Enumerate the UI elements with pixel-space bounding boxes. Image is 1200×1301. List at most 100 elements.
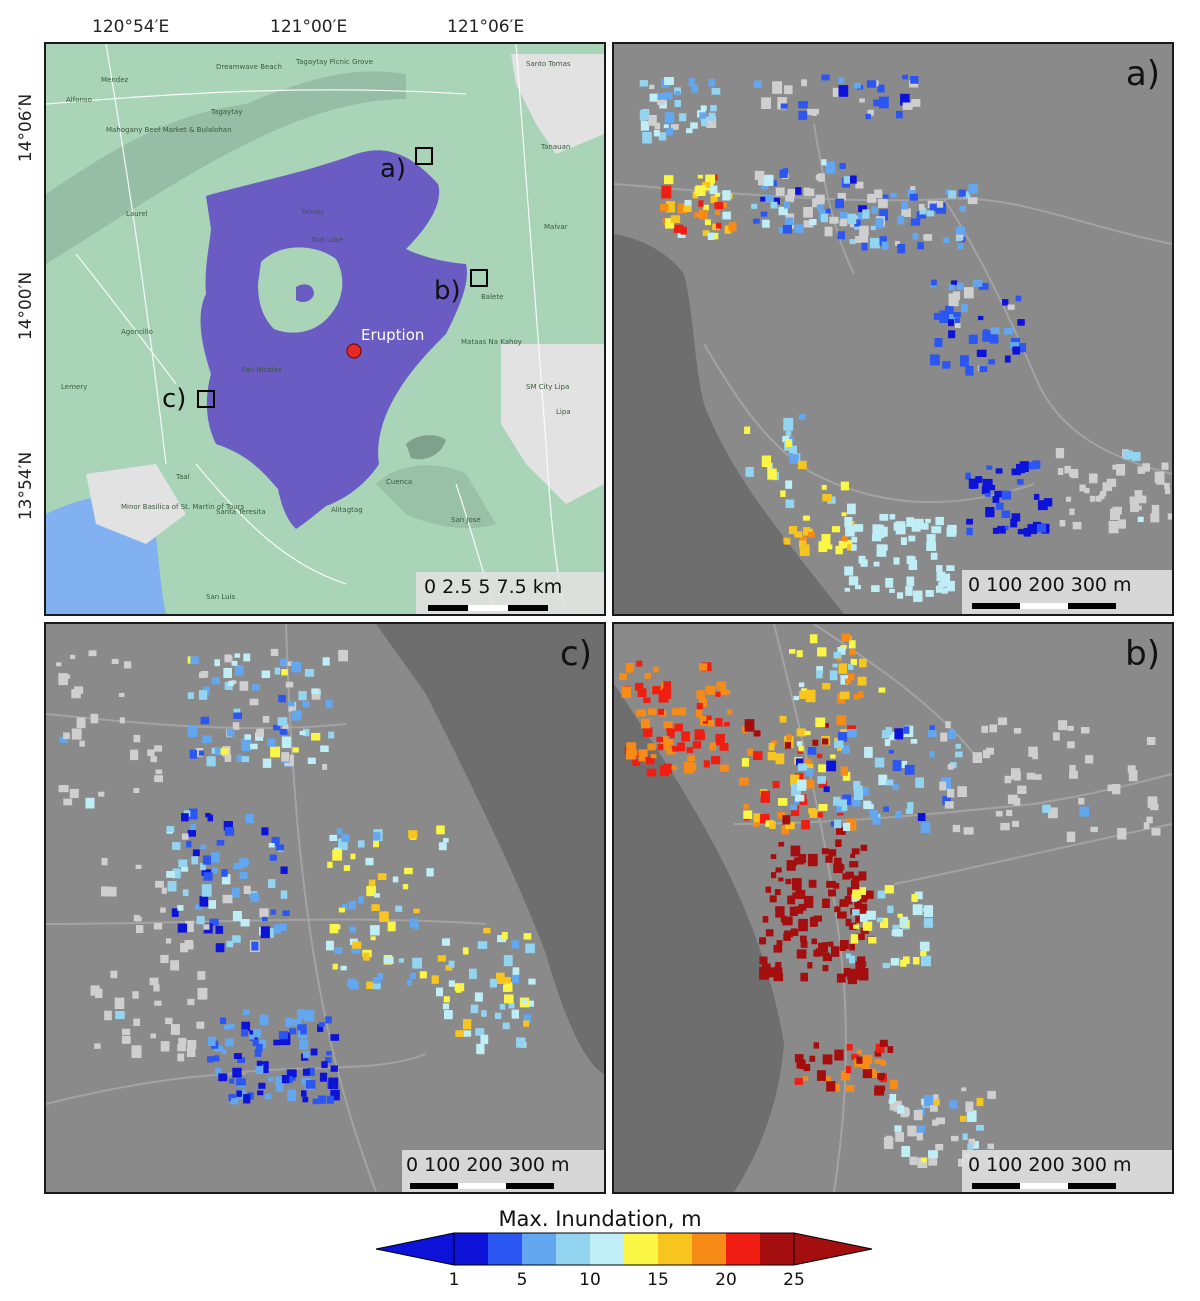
- building: [632, 759, 641, 766]
- building: [363, 952, 370, 961]
- building: [202, 735, 212, 744]
- overview-map-panel[interactable]: Mendez Alfonso Dreamwave Beach Tagaytay Pic…: [44, 42, 606, 616]
- building: [799, 798, 808, 805]
- building: [951, 280, 958, 286]
- building: [759, 966, 769, 980]
- building: [136, 925, 144, 933]
- building: [917, 1157, 928, 1168]
- building: [338, 907, 345, 913]
- building: [1011, 468, 1021, 476]
- building: [952, 291, 961, 301]
- building: [663, 736, 669, 743]
- crater-lake: [296, 284, 314, 302]
- building: [968, 184, 978, 194]
- lon-tick-label: 120°54′E: [92, 17, 170, 37]
- building: [327, 861, 333, 868]
- building: [124, 661, 132, 669]
- building: [714, 202, 724, 209]
- colorbar-tick-label: 5: [516, 1270, 528, 1290]
- building: [88, 650, 97, 657]
- building: [237, 1057, 246, 1063]
- building: [804, 758, 812, 765]
- building: [792, 878, 802, 891]
- building: [318, 1022, 325, 1027]
- building: [661, 741, 671, 750]
- building: [1072, 521, 1082, 530]
- building: [634, 751, 641, 757]
- building: [190, 823, 196, 831]
- building: [834, 906, 841, 913]
- study-area-box-c: [197, 390, 215, 408]
- panel-c[interactable]: c) 0 100 200 300 m: [44, 622, 606, 1194]
- building: [811, 938, 817, 945]
- building: [121, 1035, 131, 1044]
- building: [816, 670, 823, 679]
- building: [861, 787, 869, 796]
- building: [247, 1092, 254, 1100]
- building: [940, 573, 950, 581]
- panel-b[interactable]: b) 0 100 200 300 m: [612, 622, 1174, 1194]
- building: [894, 728, 904, 740]
- panel-a[interactable]: a) 0 100 200 300 m: [612, 42, 1174, 616]
- building: [654, 122, 661, 130]
- building: [300, 1029, 307, 1035]
- building: [851, 544, 857, 551]
- building: [780, 490, 786, 497]
- building: [836, 973, 846, 983]
- building: [961, 303, 968, 312]
- building: [79, 740, 85, 747]
- building: [231, 887, 240, 898]
- building: [677, 742, 685, 752]
- building: [843, 822, 851, 831]
- building: [724, 690, 731, 695]
- building: [962, 1133, 968, 1140]
- building: [1098, 494, 1105, 500]
- building: [936, 202, 947, 214]
- building: [203, 924, 210, 930]
- building: [784, 538, 791, 545]
- building: [161, 887, 167, 894]
- building: [910, 186, 916, 192]
- building: [431, 975, 439, 984]
- building: [340, 965, 347, 971]
- building: [448, 960, 455, 968]
- building: [821, 484, 827, 490]
- building: [98, 791, 105, 797]
- building: [1110, 508, 1120, 520]
- building: [975, 476, 983, 483]
- building: [1023, 527, 1031, 537]
- town-label: Tagaytay Picnic Grove: [295, 58, 373, 66]
- building: [783, 417, 794, 431]
- building: [160, 1041, 170, 1052]
- building: [90, 985, 100, 996]
- building: [153, 923, 163, 930]
- building: [889, 1094, 897, 1102]
- building: [775, 753, 785, 765]
- building: [798, 854, 807, 863]
- building: [282, 724, 289, 732]
- building: [297, 1009, 306, 1020]
- building: [818, 804, 828, 811]
- building: [930, 552, 938, 560]
- building: [838, 77, 845, 84]
- building: [681, 731, 691, 742]
- building: [212, 867, 218, 874]
- building: [646, 768, 657, 777]
- building: [849, 239, 856, 245]
- colorbar-tick-label: 15: [647, 1270, 669, 1290]
- building: [695, 185, 706, 196]
- building: [818, 541, 828, 553]
- building: [979, 365, 988, 373]
- building: [767, 967, 777, 975]
- building: [809, 634, 818, 644]
- building: [928, 729, 937, 738]
- building: [817, 1070, 826, 1081]
- building: [753, 751, 763, 760]
- building: [849, 922, 857, 930]
- building: [824, 226, 833, 237]
- building: [708, 78, 716, 87]
- building: [795, 794, 805, 802]
- building: [218, 1073, 228, 1082]
- building: [358, 896, 364, 904]
- building: [496, 972, 505, 984]
